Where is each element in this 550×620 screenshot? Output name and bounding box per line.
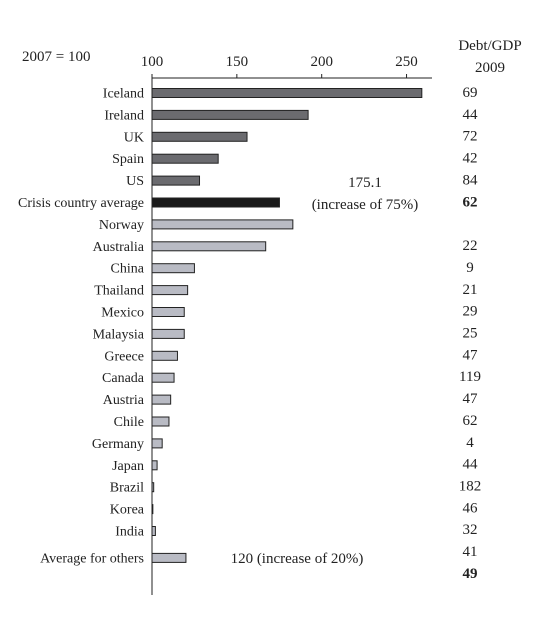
category-label: Brazil [110, 481, 144, 496]
debt-gdp-value: 62 [463, 413, 478, 429]
debt-gdp-value: 32 [463, 522, 478, 538]
category-label: Malaysia [93, 327, 145, 342]
category-label: Thailand [94, 284, 144, 299]
category-label: Austria [103, 393, 145, 408]
category-label: Average for others [40, 551, 144, 566]
debt-gdp-value: 182 [459, 478, 482, 494]
x-tick-label: 250 [395, 54, 418, 70]
bar [151, 394, 172, 405]
category-label: Ireland [104, 108, 144, 123]
bar [151, 219, 294, 230]
bar [151, 197, 280, 208]
debt-gdp-value: 49 [463, 566, 478, 582]
category-label: Crisis country average [18, 196, 144, 211]
debt-gdp-value: 84 [463, 172, 479, 188]
x-tick-label: 200 [310, 54, 333, 70]
bar [151, 328, 185, 339]
debt-gdp-value: 41 [463, 544, 478, 560]
index-base-label: 2007 = 100 [22, 49, 90, 65]
debt-gdp-value: 22 [463, 238, 478, 254]
bar [151, 175, 201, 186]
category-label: Korea [110, 503, 145, 518]
debt-gdp-value: 46 [463, 500, 479, 516]
debt-gdp-value: 29 [463, 304, 478, 320]
debt-gdp-value: 25 [463, 326, 478, 342]
bar [151, 88, 423, 98]
category-labels: Iceland Ireland UK Spain US Crisis country av… [18, 87, 145, 567]
debt-gdp-value: 4 [466, 435, 474, 451]
x-tick-label: 100 [141, 54, 164, 70]
debt-gdp-value: 69 [463, 85, 478, 101]
debt-gdp-value: 9 [466, 260, 474, 276]
category-label: Mexico [101, 306, 144, 321]
debt-gdp-value: 72 [463, 129, 478, 145]
right-header-line-1: Debt/GDP [458, 38, 521, 54]
category-label: Germany [92, 437, 144, 452]
bar [151, 285, 189, 296]
bar [151, 131, 248, 142]
bar [151, 552, 187, 563]
debt-gdp-value: 62 [463, 194, 478, 210]
debt-gdp-value: 119 [459, 369, 481, 385]
category-label: Chile [114, 415, 144, 430]
bar [151, 153, 219, 164]
others-average-annotation: 120 (increase of 20%) [231, 551, 364, 567]
category-label: Iceland [103, 87, 144, 102]
bar [151, 438, 163, 449]
category-label: China [111, 262, 145, 277]
category-label: US [126, 174, 144, 189]
crisis-average-annotation-note: (increase of 75%) [312, 197, 419, 213]
bar [151, 109, 309, 120]
debt-gdp-value: 42 [463, 151, 478, 167]
bar [151, 526, 156, 536]
debt-gdp-column: 6944724284622292129254711947624441824632… [459, 85, 482, 582]
category-label: Greece [104, 349, 144, 364]
bar [151, 307, 185, 317]
debt-gdp-value: 47 [463, 391, 479, 407]
category-label: UK [124, 130, 144, 145]
category-label: Norway [99, 218, 144, 233]
debt-gdp-value: 21 [463, 282, 478, 298]
right-header-line-2: 2009 [475, 60, 505, 76]
category-label: Australia [93, 240, 145, 255]
category-label: Spain [112, 152, 144, 167]
bar [151, 416, 170, 427]
bar [151, 350, 178, 361]
x-tick-label: 150 [226, 54, 249, 70]
crisis-average-annotation-value: 175.1 [348, 175, 382, 191]
debt-gdp-value: 44 [463, 107, 479, 123]
bar [151, 504, 154, 515]
debt-gdp-value: 47 [463, 347, 479, 363]
bar [151, 372, 175, 383]
x-axis: 100 150 200 250 [141, 54, 432, 79]
category-label: Canada [102, 371, 145, 386]
bar [151, 263, 195, 274]
debt-gdp-value: 44 [463, 457, 479, 473]
bars [151, 88, 423, 563]
bar [151, 460, 158, 471]
category-label: Japan [112, 459, 144, 474]
category-label: India [115, 525, 145, 540]
annotations: 175.1 (increase of 75%) 120 (increase of 2… [231, 175, 419, 567]
bar [151, 482, 155, 493]
x-ticks: 100 150 200 250 [141, 54, 418, 78]
bar [151, 241, 267, 252]
